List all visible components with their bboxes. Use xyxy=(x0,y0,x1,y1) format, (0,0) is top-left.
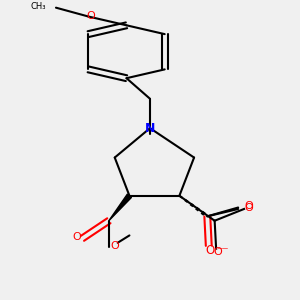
Text: O: O xyxy=(110,241,119,251)
Text: O: O xyxy=(206,244,215,256)
Text: CH₃: CH₃ xyxy=(30,2,46,11)
Text: ⁻: ⁻ xyxy=(222,245,228,258)
Text: N: N xyxy=(145,122,155,135)
Text: O: O xyxy=(244,201,253,211)
Polygon shape xyxy=(109,194,131,221)
Text: O: O xyxy=(87,11,96,22)
Text: O: O xyxy=(244,202,253,212)
Text: ⁻: ⁻ xyxy=(216,245,222,258)
Text: O: O xyxy=(213,247,222,256)
Text: O: O xyxy=(72,232,81,242)
